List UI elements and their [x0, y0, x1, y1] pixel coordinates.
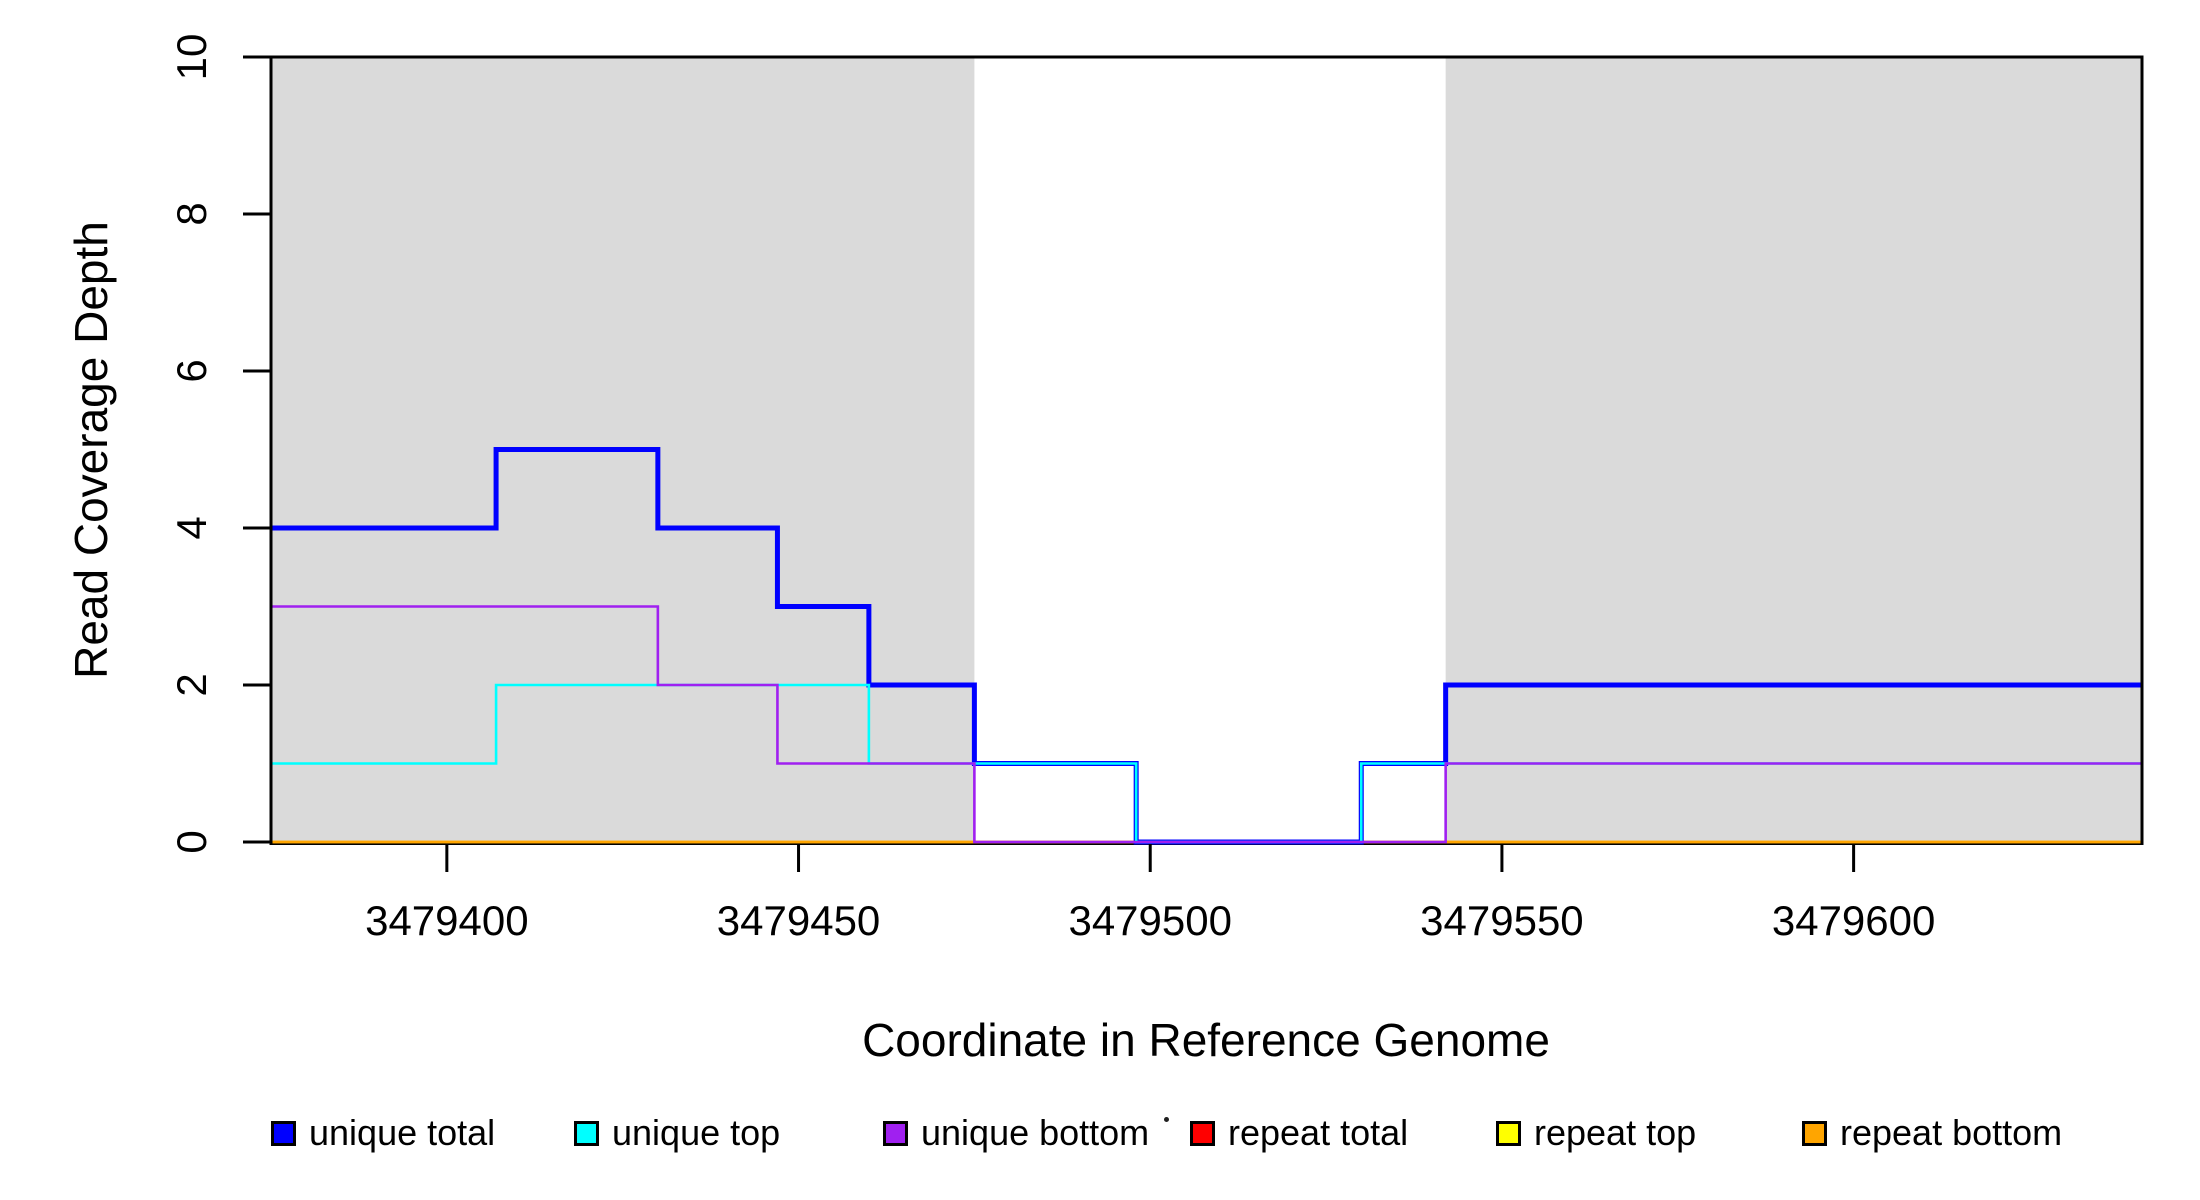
legend-label-repeat-top: repeat top	[1534, 1112, 1697, 1153]
stray-dot-artifact	[1164, 1117, 1169, 1122]
x-tick-label: 3479500	[1068, 897, 1232, 944]
y-tick-label: 10	[168, 33, 215, 81]
legend-swatch-repeat-bottom	[1802, 1120, 1827, 1146]
legend-label-unique-total: unique total	[309, 1112, 496, 1153]
legend-label-unique-bottom: unique bottom	[921, 1112, 1150, 1153]
legend-swatch-repeat-top	[1496, 1120, 1521, 1146]
legend-item-unique-top: unique top	[574, 1112, 780, 1154]
legend-item-unique-total: unique total	[271, 1112, 495, 1154]
y-tick-label: 2	[168, 673, 215, 697]
legend-item-repeat-bottom: repeat bottom	[1802, 1112, 2062, 1154]
legend-item-repeat-top: repeat top	[1496, 1112, 1696, 1154]
legend-swatch-unique-bottom	[883, 1120, 908, 1146]
x-tick-label: 3479600	[1771, 897, 1936, 944]
y-tick-label: 6	[168, 359, 215, 383]
x-axis-title: Coordinate in Reference Genome	[862, 1014, 1550, 1066]
series-line-unique-top	[271, 683, 2142, 844]
legend-label-unique-top: unique top	[612, 1112, 781, 1153]
plot-border	[269, 55, 2144, 845]
y-tick-label: 0	[168, 830, 215, 854]
y-tick-label: 8	[168, 202, 215, 226]
x-tick-label: 3479450	[716, 897, 881, 944]
x-tick-label: 3479400	[365, 897, 529, 944]
x-tick-label: 3479550	[1420, 897, 1584, 944]
series-line-unique-bottom	[271, 605, 2142, 844]
legend-swatch-repeat-total	[1190, 1120, 1215, 1146]
legend-label-repeat-total: repeat total	[1228, 1112, 1409, 1153]
legend-item-repeat-total: repeat total	[1190, 1112, 1408, 1154]
legend-item-unique-bottom: unique bottom	[883, 1112, 1149, 1154]
legend-swatch-unique-top	[574, 1120, 599, 1146]
y-axis-title: Read Coverage Depth	[65, 221, 117, 679]
shaded-region	[1445, 57, 2142, 842]
y-tick-label: 4	[168, 516, 215, 540]
legend-swatch-unique-total	[271, 1120, 296, 1146]
legend-label-repeat-bottom: repeat bottom	[1840, 1112, 2063, 1153]
